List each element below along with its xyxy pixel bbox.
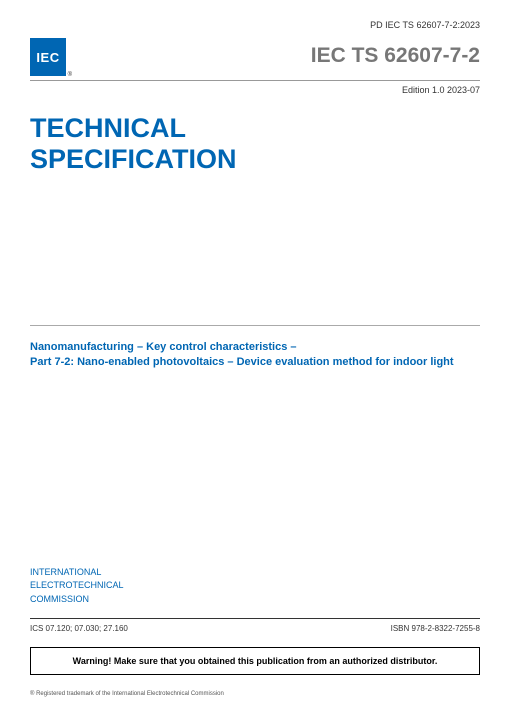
ics-codes: ICS 07.120; 07.030; 27.160 [30, 624, 128, 633]
document-title: Nanomanufacturing – Key control characte… [30, 340, 480, 371]
doc-type-line1: TECHNICAL [30, 113, 480, 144]
warning-box: Warning! Make sure that you obtained thi… [30, 647, 480, 675]
org-line2: ELECTROTECHNICAL [30, 579, 480, 593]
top-row: IEC ® IEC TS 62607-7-2 [30, 38, 480, 76]
isbn: ISBN 978-2-8322-7255-8 [391, 624, 480, 633]
standard-code: IEC TS 62607-7-2 [311, 44, 480, 68]
title-line1: Nanomanufacturing – Key control characte… [30, 340, 480, 355]
edition-label: Edition 1.0 2023-07 [30, 85, 480, 95]
organization-name: INTERNATIONAL ELECTROTECHNICAL COMMISSIO… [30, 566, 480, 607]
doc-type-line2: SPECIFICATION [30, 144, 480, 175]
document-type: TECHNICAL SPECIFICATION [30, 113, 480, 175]
org-line1: INTERNATIONAL [30, 566, 480, 580]
org-line3: COMMISSION [30, 593, 480, 607]
iec-logo: IEC ® [30, 38, 66, 76]
divider-bottom [30, 618, 480, 619]
divider-top [30, 80, 480, 81]
logo-text: IEC [36, 50, 59, 65]
logo-registered-icon: ® [68, 72, 72, 78]
divider-middle [30, 325, 480, 326]
title-line2: Part 7-2: Nano-enabled photovoltaics – D… [30, 355, 480, 370]
header-reference: PD IEC TS 62607-7-2:2023 [30, 20, 480, 30]
codes-row: ICS 07.120; 07.030; 27.160 ISBN 978-2-83… [30, 624, 480, 633]
trademark-notice: ® Registered trademark of the Internatio… [30, 691, 480, 697]
